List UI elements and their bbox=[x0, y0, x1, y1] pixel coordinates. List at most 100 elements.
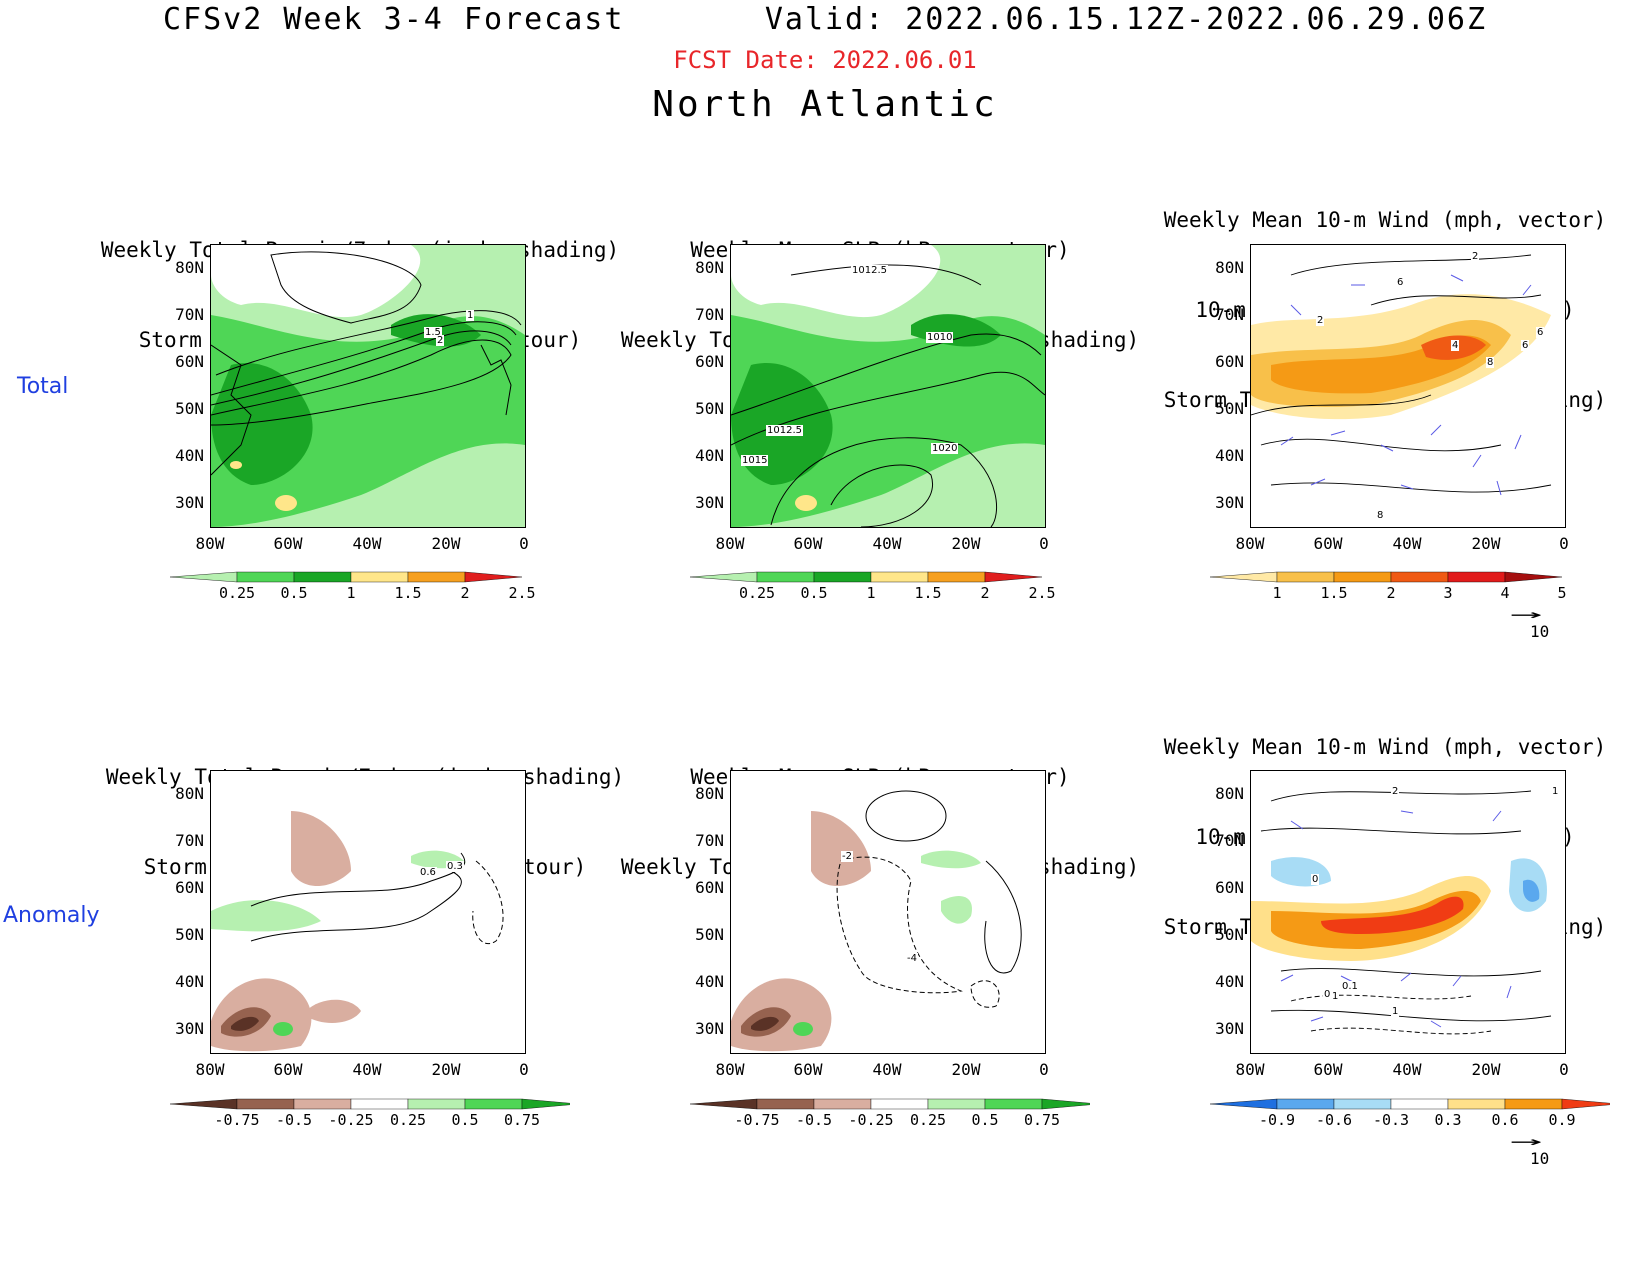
lat-tick-label: 30N bbox=[175, 1019, 204, 1038]
colorbar-swatch bbox=[521, 1098, 570, 1110]
colorbar-swatch bbox=[690, 571, 758, 583]
lon-tick-label: 80W bbox=[1235, 534, 1265, 553]
lat-tick-label: 60N bbox=[1215, 878, 1244, 897]
lon-tick-label: 0 bbox=[1559, 1060, 1569, 1079]
row-label-total: Total bbox=[17, 374, 69, 399]
colorbar-total-precip-swatches bbox=[170, 571, 523, 583]
lat-tick-label: 80N bbox=[1215, 784, 1244, 803]
lon-tick-label: 80W bbox=[195, 534, 225, 553]
lat-tick-label: 80N bbox=[695, 784, 724, 803]
lon-tick-label: 80W bbox=[1235, 1060, 1265, 1079]
colorbar-label: 0.3 bbox=[1434, 1111, 1462, 1129]
contour-label: 4 bbox=[1451, 340, 1460, 351]
colorbar-swatch bbox=[927, 571, 986, 583]
colorbar-swatch bbox=[1504, 571, 1563, 583]
colorbar-swatch bbox=[756, 1098, 815, 1110]
colorbar-label: 1 bbox=[1272, 584, 1282, 602]
vector-reference-label: 10 bbox=[1530, 622, 1550, 641]
contour-label: 2 bbox=[1316, 315, 1325, 326]
colorbar-swatch bbox=[984, 571, 1043, 583]
colorbar-swatch bbox=[1210, 571, 1278, 583]
lat-tick-label: 70N bbox=[175, 831, 204, 850]
contour-label: 1012.5 bbox=[851, 265, 888, 276]
lat-tick-label: 80N bbox=[1215, 258, 1244, 277]
colorbar-anom-precip: -0.75 -0.5 -0.25 0.25 0.5 0.75 bbox=[170, 1097, 570, 1137]
lon-tick-label: 0 bbox=[1039, 534, 1049, 553]
lat-tick-label: 50N bbox=[1215, 399, 1244, 418]
lon-tick-label: 60W bbox=[273, 1060, 303, 1079]
colorbar-swatch bbox=[870, 1098, 929, 1110]
lat-tick-label: 80N bbox=[695, 258, 724, 277]
lat-tick-label: 30N bbox=[1215, 1019, 1244, 1038]
colorbar-label: -0.75 bbox=[214, 1111, 260, 1129]
contour-label: 1.5 bbox=[424, 327, 442, 338]
contour-label: 0 bbox=[1311, 874, 1320, 885]
colorbar-label: 2.5 bbox=[1028, 584, 1056, 602]
colorbar-label: -0.3 bbox=[1372, 1111, 1410, 1129]
colorbar-label: 0.25 bbox=[389, 1111, 427, 1129]
colorbar-swatch bbox=[1333, 571, 1392, 583]
contour-label: 2 bbox=[436, 335, 445, 346]
colorbar-label: 4 bbox=[1500, 584, 1510, 602]
colorbar-swatch bbox=[813, 1098, 872, 1110]
lon-tick-label: 60W bbox=[273, 534, 303, 553]
contour-label: 6 bbox=[1521, 340, 1530, 351]
colorbar-swatch bbox=[1390, 571, 1449, 583]
map-anom-precip: 0.3 0.6 bbox=[210, 770, 526, 1054]
colorbar-swatch bbox=[813, 571, 872, 583]
lon-tick-label: 80W bbox=[715, 1060, 745, 1079]
colorbar-swatch bbox=[170, 571, 238, 583]
lat-tick-label: 40N bbox=[175, 972, 204, 991]
map-total-wind-graphic bbox=[1251, 254, 1552, 496]
contour-label: 0 bbox=[1323, 989, 1332, 1000]
colorbar-swatch bbox=[1504, 1098, 1563, 1110]
colorbar-swatch bbox=[1447, 1098, 1506, 1110]
colorbar-label: 0.25 bbox=[909, 1111, 947, 1129]
colorbar-label: 0.25 bbox=[218, 584, 256, 602]
lon-tick-label: 80W bbox=[195, 1060, 225, 1079]
colorbar-swatch bbox=[1390, 1098, 1449, 1110]
colorbar-swatch bbox=[1447, 571, 1506, 583]
contour-label: 1 bbox=[1551, 786, 1560, 797]
lat-tick-label: 30N bbox=[695, 493, 724, 512]
lat-tick-label: 70N bbox=[1215, 305, 1244, 324]
lon-tick-label: 60W bbox=[1313, 1060, 1343, 1079]
contour-label: -4 bbox=[906, 953, 918, 964]
contour-label: 2 bbox=[1391, 786, 1400, 797]
vector-reference-arrow: → bbox=[1510, 1131, 1543, 1152]
lon-tick-label: 0 bbox=[1559, 534, 1569, 553]
colorbar-swatch bbox=[1333, 1098, 1392, 1110]
lat-tick-label: 60N bbox=[175, 878, 204, 897]
contour-label: 1020 bbox=[931, 443, 959, 454]
colorbar-swatch bbox=[464, 571, 523, 583]
lon-tick-label: 40W bbox=[352, 1060, 382, 1079]
lon-tick-label: 40W bbox=[352, 534, 382, 553]
main-title: CFSv2 Week 3-4 Forecast Valid: 2022.06.1… bbox=[162, 2, 1488, 37]
colorbar-swatch bbox=[464, 1098, 523, 1110]
colorbar-label: 0.6 bbox=[1491, 1111, 1519, 1129]
colorbar-swatch bbox=[756, 571, 815, 583]
vector-reference: → 10 bbox=[1510, 1133, 1549, 1169]
lat-tick-label: 60N bbox=[175, 352, 204, 371]
colorbar-label: 1 bbox=[346, 584, 356, 602]
colorbar-swatch bbox=[293, 571, 352, 583]
contour-label: 8 bbox=[1486, 357, 1495, 368]
contour-label: 6 bbox=[1396, 277, 1405, 288]
vector-reference: → 10 bbox=[1510, 606, 1550, 642]
lon-tick-label: 20W bbox=[1471, 534, 1501, 553]
colorbar-label: 1 bbox=[866, 584, 876, 602]
colorbar-label: 5 bbox=[1557, 584, 1567, 602]
map-anom-slp: -2 -4 bbox=[730, 770, 1046, 1054]
colorbar-label: 2 bbox=[1386, 584, 1396, 602]
contour-label: 0.6 bbox=[419, 867, 437, 878]
contour-label: 1 bbox=[466, 310, 475, 321]
map-anom-slp-graphic bbox=[731, 790, 1022, 1052]
colorbar-swatch bbox=[1276, 1098, 1335, 1110]
colorbar-label: 0.75 bbox=[503, 1111, 541, 1129]
colorbar-anom-slp-precip: -0.75 -0.5 -0.25 0.25 0.5 0.75 bbox=[690, 1097, 1090, 1137]
colorbar-swatch bbox=[690, 1098, 758, 1110]
lat-tick-label: 80N bbox=[175, 784, 204, 803]
lon-tick-label: 40W bbox=[872, 1060, 902, 1079]
colorbar-swatch bbox=[984, 1098, 1043, 1110]
